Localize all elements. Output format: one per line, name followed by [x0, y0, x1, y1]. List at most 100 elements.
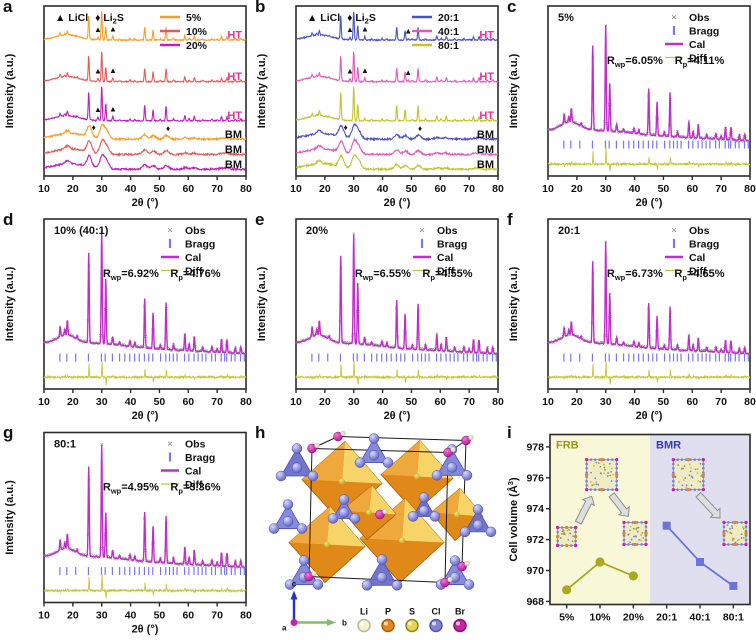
svg-text:×: ×: [628, 344, 632, 350]
svg-text:×: ×: [437, 349, 441, 355]
diff-curve: [547, 146, 751, 172]
bmr-label: BMR: [656, 440, 681, 452]
svg-text:×: ×: [60, 334, 64, 340]
svg-text:×: ×: [598, 129, 602, 135]
svg-text:×: ×: [92, 342, 96, 348]
svg-text:×: ×: [627, 344, 631, 350]
svg-text:×: ×: [150, 346, 154, 352]
licl-marker: ▲: [346, 67, 354, 76]
svg-text:×: ×: [546, 127, 550, 133]
panel-letter-c: c: [507, 0, 517, 16]
svg-text:×: ×: [73, 550, 77, 556]
cal-curve: [43, 444, 247, 569]
svg-text:Diff: Diff: [689, 265, 707, 277]
svg-text:×: ×: [554, 339, 558, 345]
svg-text:×: ×: [739, 352, 743, 358]
cl-atom: [307, 470, 319, 482]
bmr-point: [729, 581, 738, 590]
svg-text:×: ×: [682, 349, 686, 355]
svg-text:×: ×: [303, 339, 307, 345]
s-atom: [454, 511, 460, 518]
svg-text:20%: 20%: [623, 612, 645, 624]
svg-text:×: ×: [579, 336, 583, 342]
svg-text:×: ×: [693, 137, 697, 143]
svg-text:×: ×: [659, 134, 663, 140]
rp-value: Rp=4.55%: [422, 268, 472, 282]
diff-curve: [43, 574, 247, 599]
svg-text:80:1: 80:1: [723, 612, 744, 624]
svg-text:×: ×: [641, 132, 645, 138]
svg-text:×: ×: [487, 352, 491, 358]
svg-text:×: ×: [205, 563, 209, 569]
svg-text:×: ×: [48, 340, 52, 346]
cl-atom: [407, 511, 419, 522]
svg-text:×: ×: [712, 350, 716, 356]
svg-text:×: ×: [158, 347, 162, 353]
svg-text:×: ×: [331, 340, 335, 346]
svg-text:×: ×: [218, 564, 222, 570]
li-atom: [382, 508, 388, 515]
svg-text:×: ×: [644, 134, 648, 140]
svg-text:×: ×: [237, 565, 241, 571]
cl-atom: [459, 526, 471, 538]
svg-text:×: ×: [708, 350, 712, 356]
svg-text:×: ×: [734, 139, 738, 145]
svg-text:×: ×: [43, 555, 47, 561]
s-legend-sphere: [405, 618, 419, 633]
svg-text:×: ×: [46, 340, 50, 346]
svg-text:×: ×: [190, 563, 194, 569]
svg-text:20: 20: [319, 396, 331, 408]
svg-text:×: ×: [558, 124, 562, 130]
svg-text:40:1: 40:1: [689, 612, 710, 624]
svg-text:70: 70: [715, 396, 727, 408]
svg-text:×: ×: [323, 335, 327, 341]
svg-text:×: ×: [71, 549, 75, 555]
frb-point: [628, 571, 638, 581]
trace-right-label: HT: [227, 110, 242, 122]
svg-text:×: ×: [168, 561, 172, 567]
panel-letter-g: g: [3, 423, 14, 442]
svg-text:×: ×: [654, 134, 658, 140]
svg-text:×: ×: [745, 352, 749, 358]
svg-text:40: 40: [629, 183, 641, 195]
svg-text:×: ×: [190, 349, 194, 355]
svg-text:×: ×: [631, 345, 635, 351]
transition-arrow: [695, 491, 721, 519]
sample-label: 20%: [306, 225, 328, 237]
xrd-trace: [295, 122, 499, 142]
svg-text:×: ×: [359, 342, 363, 348]
svg-text:×: ×: [694, 136, 698, 142]
svg-text:×: ×: [699, 349, 703, 355]
svg-text:×: ×: [116, 557, 120, 563]
cal-curve: [547, 25, 751, 142]
svg-text:×: ×: [654, 347, 658, 353]
svg-text:×: ×: [555, 125, 559, 131]
svg-text:20%: 20%: [186, 40, 208, 52]
svg-text:×: ×: [117, 342, 121, 348]
svg-text:×: ×: [745, 138, 749, 144]
svg-text:40:1: 40:1: [438, 26, 459, 38]
svg-text:×: ×: [93, 341, 97, 347]
svg-text:×: ×: [191, 563, 195, 569]
svg-text:×: ×: [555, 339, 559, 345]
svg-text:×: ×: [177, 349, 181, 355]
svg-text:×: ×: [75, 549, 79, 555]
svg-text:60: 60: [686, 183, 698, 195]
svg-text:×: ×: [47, 554, 51, 560]
svg-text:×: ×: [113, 342, 117, 348]
svg-text:×: ×: [595, 128, 599, 134]
svg-text:10: 10: [38, 396, 50, 408]
svg-text:60: 60: [686, 396, 698, 408]
panel-letter-d: d: [3, 210, 14, 229]
svg-text:×: ×: [598, 342, 602, 348]
svg-text:×: ×: [47, 340, 51, 346]
bmr-point: [662, 521, 671, 530]
svg-text:×: ×: [613, 130, 617, 136]
cl-atom: [354, 457, 366, 468]
svg-text:×: ×: [125, 558, 129, 564]
svg-text:×: ×: [658, 134, 662, 140]
svg-text:×: ×: [169, 348, 173, 354]
svg-text:×: ×: [177, 563, 181, 569]
svg-text:×: ×: [644, 346, 648, 352]
svg-text:×: ×: [153, 560, 157, 566]
